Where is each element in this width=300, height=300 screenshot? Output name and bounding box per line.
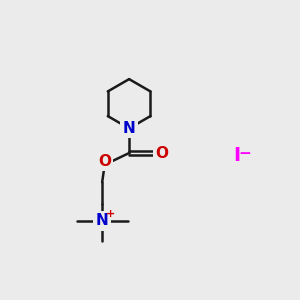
Text: −: −	[238, 146, 251, 161]
Text: I: I	[233, 146, 241, 165]
Text: O: O	[98, 154, 111, 169]
Text: O: O	[156, 146, 169, 160]
Text: N: N	[96, 213, 109, 228]
Text: +: +	[106, 209, 115, 219]
Text: N: N	[123, 121, 136, 136]
